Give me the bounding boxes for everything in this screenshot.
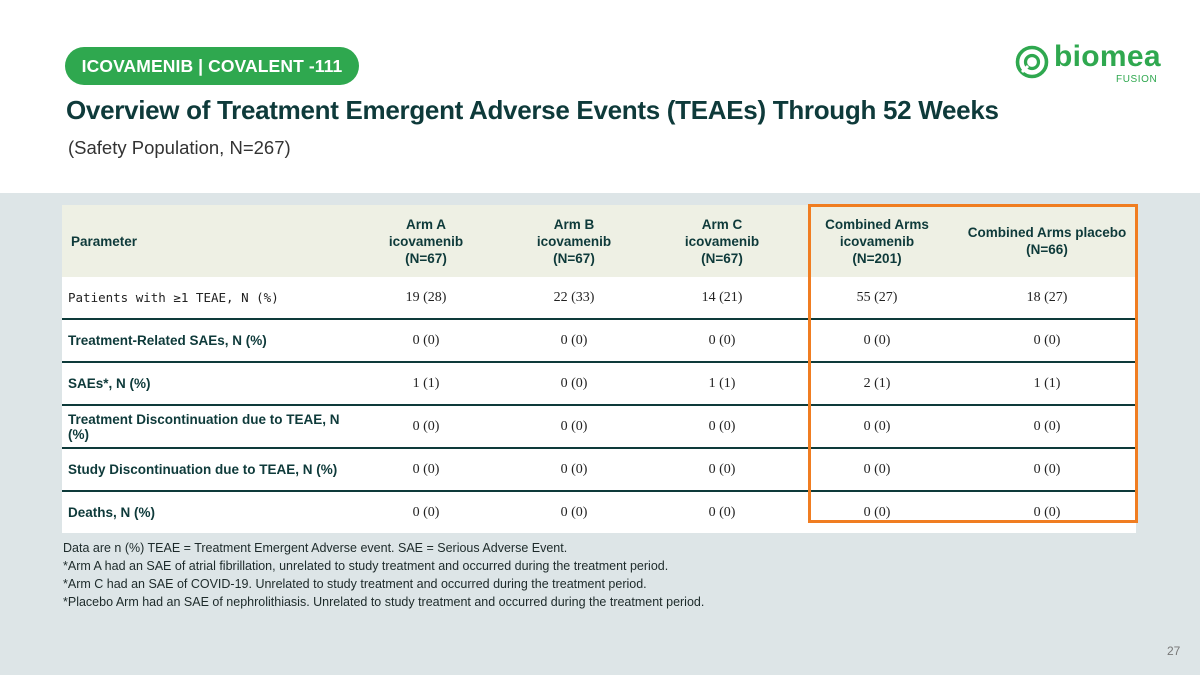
table-cell: 1 (1) xyxy=(958,361,1136,405)
table-cell: 0 (0) xyxy=(958,404,1136,448)
table-cell: 0 (0) xyxy=(958,490,1136,533)
row-label: Deaths, N (%) xyxy=(62,490,352,533)
row-label: Study Discontinuation due to TEAE, N (%) xyxy=(62,447,352,491)
table-cell: 0 (0) xyxy=(648,404,796,448)
footnote: Data are n (%) TEAE = Treatment Emergent… xyxy=(63,541,568,555)
column-header: Combined Arms placebo (N=66) xyxy=(958,205,1136,277)
page-number: 27 xyxy=(1167,644,1181,658)
table-cell: 0 (0) xyxy=(796,404,958,448)
table-cell: 0 (0) xyxy=(958,318,1136,362)
table-cell: 55 (27) xyxy=(796,277,958,319)
logo-wordmark: biomea xyxy=(1054,40,1161,73)
page-title: Overview of Treatment Emergent Adverse E… xyxy=(66,95,999,125)
table-cell: 0 (0) xyxy=(796,447,958,491)
table-cell: 0 (0) xyxy=(500,447,648,491)
table-cell: 0 (0) xyxy=(352,447,500,491)
table-row: Treatment-Related SAEs, N (%) 0 (0) 0 (0… xyxy=(62,318,1136,362)
section-tag: ICOVAMENIB | COVALENT -111 xyxy=(65,47,359,85)
logo-submark: FUSION xyxy=(1116,74,1158,85)
logo-mark-icon xyxy=(1015,45,1049,79)
row-label: Treatment-Related SAEs, N (%) xyxy=(62,318,352,362)
table-cell: 14 (21) xyxy=(648,277,796,319)
table-row: Patients with ≥1 TEAE, N (%) 19 (28) 22 … xyxy=(62,277,1136,319)
table-cell: 0 (0) xyxy=(958,447,1136,491)
table-row: Deaths, N (%) 0 (0) 0 (0) 0 (0) 0 (0) 0 … xyxy=(62,490,1136,533)
table-cell: 2 (1) xyxy=(796,361,958,405)
table-row: Study Discontinuation due to TEAE, N (%)… xyxy=(62,447,1136,491)
table-cell: 0 (0) xyxy=(500,318,648,362)
table-cell: 18 (27) xyxy=(958,277,1136,319)
table-cell: 0 (0) xyxy=(796,318,958,362)
section-tag-label: ICOVAMENIB | COVALENT -111 xyxy=(81,55,343,76)
row-label: SAEs*, N (%) xyxy=(62,361,352,405)
table-cell: 22 (33) xyxy=(500,277,648,319)
footnote: *Arm A had an SAE of atrial fibrillation… xyxy=(63,559,669,573)
footnotes: Data are n (%) TEAE = Treatment Emergent… xyxy=(63,539,704,611)
table-cell: 1 (1) xyxy=(352,361,500,405)
table-row: SAEs*, N (%) 1 (1) 0 (0) 1 (1) 2 (1) 1 (… xyxy=(62,361,1136,405)
page-subtitle: (Safety Population, N=267) xyxy=(68,137,291,158)
table-cell: 0 (0) xyxy=(796,490,958,533)
table-row: Treatment Discontinuation due to TEAE, N… xyxy=(62,404,1136,448)
table-cell: 0 (0) xyxy=(648,490,796,533)
table-cell: 1 (1) xyxy=(648,361,796,405)
row-label: Treatment Discontinuation due to TEAE, N… xyxy=(62,404,352,448)
table-cell: 0 (0) xyxy=(352,318,500,362)
row-label: Patients with ≥1 TEAE, N (%) xyxy=(62,277,352,319)
footnote: *Placebo Arm had an SAE of nephrolithias… xyxy=(63,595,705,609)
table-cell: 19 (28) xyxy=(352,277,500,319)
footnote: *Arm C had an SAE of COVID-19. Unrelated… xyxy=(63,577,647,591)
column-header: Parameter xyxy=(62,205,352,277)
table-cell: 0 (0) xyxy=(500,404,648,448)
biomea-logo: biomea FUSION xyxy=(1014,40,1164,88)
table-cell: 0 (0) xyxy=(352,404,500,448)
table-cell: 0 (0) xyxy=(648,318,796,362)
table-cell: 0 (0) xyxy=(500,361,648,405)
table-cell: 0 (0) xyxy=(352,490,500,533)
table-cell: 0 (0) xyxy=(648,447,796,491)
column-header: Combined Arms icovamenib (N=201) xyxy=(796,205,958,277)
table-cell: 0 (0) xyxy=(500,490,648,533)
